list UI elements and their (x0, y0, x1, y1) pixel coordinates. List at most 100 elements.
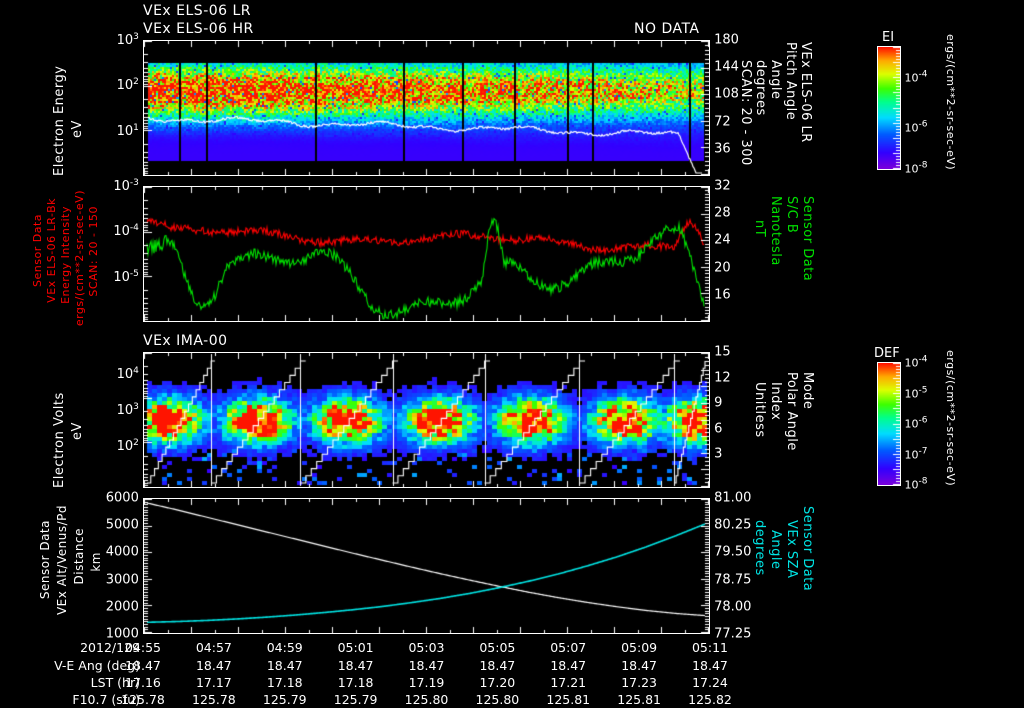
table-row-label-3: F10.7 (sfu) (72, 692, 140, 707)
table-cell: 05:11 (691, 640, 729, 655)
table-cell: 17.21 (550, 675, 587, 690)
table-cell: 17.19 (408, 675, 445, 690)
p3-yl-1-exp: 4 (133, 365, 139, 376)
p3-yr-2: 12 (714, 370, 731, 385)
p1-yl-2-exp: 2 (133, 77, 139, 88)
p4-yl-6: 1000 (105, 626, 139, 642)
p2-yr-5: 16 (714, 287, 731, 303)
panel1-left-axis-label-line1: Electron Energy (52, 65, 67, 176)
table-cell: 125.79 (333, 692, 378, 707)
colorbar-ei-title: EI (882, 30, 895, 45)
cb1-t1-exp: -4 (918, 69, 928, 80)
panel1-no-data-flag: NO DATA (634, 21, 700, 37)
cb2-t1: 10 (904, 356, 919, 370)
panel4-left-axis-label-line2: VEx Alt/Venus/Pd (55, 505, 69, 616)
panel2-left-axis-label-line5: SCAN: 20 - 150 (87, 206, 100, 297)
p4-yr-4: 78.75 (714, 572, 752, 588)
table-cell: 04:55 (124, 640, 162, 655)
table-cell: 04:59 (266, 640, 303, 655)
table-cell: 125.78 (121, 692, 165, 707)
p3-yl-1: 10 (116, 367, 134, 383)
p4-yr-6: 77.25 (714, 626, 752, 642)
table-cell: 125.82 (688, 692, 732, 707)
panel4-right-axis-label-line1: Sensor Data (800, 506, 815, 592)
panel-ima-plot-frame (143, 352, 710, 488)
p4-yl-3: 4000 (105, 544, 139, 560)
table-cell: 05:09 (621, 640, 658, 655)
p2-yl-2: 10 (113, 224, 130, 240)
table-row-label-0: 2012/129 (80, 640, 140, 655)
p3-yr-1: 15 (714, 344, 731, 360)
panel3-right-axis-label-line1: Mode (800, 372, 815, 410)
p2-yl-3-exp: -5 (129, 268, 139, 279)
panel1-right-axis-label-line5: SCAN: 20 - 300 (738, 60, 753, 166)
p2-yr-1: 32 (714, 178, 731, 194)
p2-yr-4: 20 (714, 260, 731, 276)
p1-yr-2: 144 (714, 59, 739, 75)
p3-yl-3-exp: 2 (133, 437, 139, 448)
table-cell: 17.17 (195, 675, 232, 690)
p4-yl-2: 5000 (105, 517, 139, 533)
cb1-t2: 10 (904, 121, 919, 135)
panel4-left-axis-label-line1: Sensor Data (38, 520, 52, 600)
cb1-t2-exp: -6 (918, 119, 928, 130)
panel2-right-axis-label-line3: Nanotesla (768, 196, 783, 266)
p1-yr-4: 72 (714, 114, 731, 130)
panel3-right-axis-label-line4: Unitless (752, 382, 767, 438)
p3-yr-4: 6 (714, 421, 723, 436)
p2-yl-2-exp: -4 (129, 223, 139, 234)
p2-yr-3: 24 (714, 232, 731, 248)
cb2-t4: 10 (904, 447, 919, 461)
table-cell: 04:57 (195, 640, 232, 655)
table-cell: 17.20 (479, 675, 516, 690)
panel1-right-axis-label-line4: degrees (753, 60, 768, 116)
table-cell: 18.47 (337, 658, 374, 673)
panel2-left-axis-label-line4: ergs/(cm**2-sr-sec-eV) (73, 190, 86, 327)
altitude-sza-canvas (144, 499, 709, 633)
p2-yl-1-exp: -3 (129, 177, 139, 188)
table-row-label-2: LST (hr) (90, 675, 140, 690)
table-cell: 125.80 (404, 692, 449, 707)
colorbar-ei (877, 46, 901, 170)
table-cell: 17.18 (337, 675, 374, 690)
p1-yl-3: 10 (116, 123, 134, 139)
p2-yr-2: 28 (714, 205, 731, 221)
panel1-left-axis-label-line2: eV (70, 120, 85, 138)
table-cell: 125.79 (262, 692, 307, 707)
table-cell: 125.78 (192, 692, 236, 707)
p3-yl-3: 10 (116, 439, 134, 455)
table-cell: 17.16 (125, 675, 161, 690)
els-lr-spectrogram-canvas (144, 41, 709, 175)
panel4-right-axis-label-line3: Angle (768, 530, 783, 570)
intensity-bfield-canvas (144, 187, 709, 321)
ima-spectrogram-canvas (144, 353, 709, 487)
panel2-left-axis-label-line1: Sensor Data (31, 214, 44, 287)
panel1-right-axis-label-line1: VEx ELS-06 LR (798, 42, 813, 143)
p3-yr-3: 9 (714, 395, 723, 411)
colorbar-ei-gradient (878, 47, 900, 169)
panel1-right-axis-label-line3: Angle (768, 60, 783, 100)
p4-yr-5: 78.00 (714, 599, 752, 615)
table-cell: 18.47 (195, 658, 232, 673)
p3-yr-5: 3 (714, 446, 723, 462)
cb2-t4-exp: -7 (918, 446, 928, 457)
table-cell: 18.47 (621, 658, 658, 673)
panel4-right-axis-label-line4: degrees (752, 520, 767, 576)
panel1-right-axis-label-line2: Pitch Angle (783, 42, 798, 121)
table-cell: 18.47 (550, 658, 587, 673)
colorbar-ei-units: ergs/(cm**2-sr-sec-eV) (944, 34, 957, 171)
cb2-t2: 10 (904, 386, 919, 400)
table-cell: 18.47 (692, 658, 728, 673)
p1-yr-5: 36 (714, 141, 731, 157)
cb2-t3-exp: -6 (918, 415, 928, 426)
cb2-t5-exp: -8 (918, 476, 928, 487)
table-cell: 18.47 (125, 658, 161, 673)
panel2-left-axis-label-line3: Energy Intensity (59, 206, 72, 304)
panel2-right-axis-label-line2: S/C B (784, 196, 799, 234)
panel4-right-axis-label-line2: VEx SZA (784, 520, 799, 579)
colorbar-def-gradient (878, 363, 900, 485)
cb2-t1-exp: -4 (918, 354, 928, 365)
table-cell: 05:03 (408, 640, 445, 655)
table-row-label-1: V-E Ang (deg) (54, 658, 140, 673)
table-cell: 18.47 (408, 658, 445, 673)
